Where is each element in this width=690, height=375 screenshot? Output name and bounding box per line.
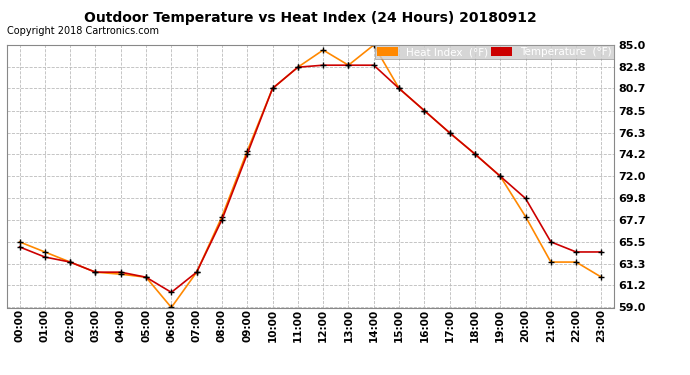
Text: Outdoor Temperature vs Heat Index (24 Hours) 20180912: Outdoor Temperature vs Heat Index (24 Ho…	[84, 11, 537, 25]
Legend: Heat Index  (°F), Temperature  (°F): Heat Index (°F), Temperature (°F)	[375, 45, 614, 59]
Text: Copyright 2018 Cartronics.com: Copyright 2018 Cartronics.com	[7, 26, 159, 36]
